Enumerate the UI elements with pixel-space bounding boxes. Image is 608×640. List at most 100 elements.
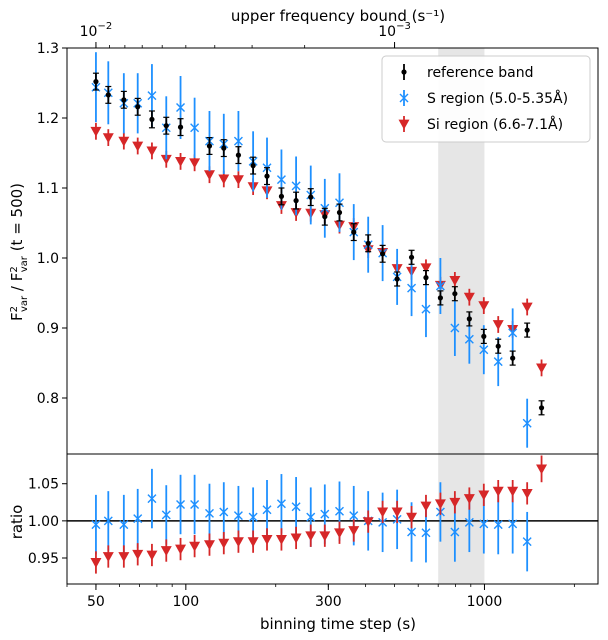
upper-reference-point-2 bbox=[121, 97, 127, 103]
upper-si-point-2 bbox=[118, 136, 130, 147]
ylabel-f1: F bbox=[8, 312, 26, 321]
ylabel-f2: F bbox=[8, 273, 26, 282]
upper-reference-point-18 bbox=[351, 229, 357, 235]
upper-s-point-25-stroke-b bbox=[450, 323, 460, 333]
upper-s-point-24 bbox=[435, 281, 445, 291]
upper-si-point-28 bbox=[492, 320, 504, 330]
upper-reference-point-22 bbox=[408, 254, 415, 260]
upper-si-point-1 bbox=[102, 133, 114, 144]
ratio-si-point-18 bbox=[348, 526, 360, 537]
ylabel-sup1: 2 bbox=[9, 306, 20, 312]
ratio-s-point-28-stroke-b bbox=[493, 520, 503, 530]
ratio-s-point-7 bbox=[190, 500, 200, 510]
upper-s-point-23-stroke-b bbox=[421, 304, 431, 314]
top-tick-label-1: 10−3 bbox=[378, 21, 411, 40]
ratio-s-point-17-stroke-b bbox=[334, 506, 344, 516]
upper-s-point-26-stroke-b bbox=[464, 334, 474, 344]
upper-reference-point-4 bbox=[149, 116, 155, 122]
ratio-si-point-4 bbox=[146, 550, 158, 561]
ratio-s-point-1-stroke-b bbox=[103, 516, 113, 526]
ratio-si-point-27 bbox=[478, 490, 490, 501]
legend-label-2: Si region (6.6-7.1Å) bbox=[427, 116, 563, 133]
upper-y-tick-label-1: 0.9 bbox=[37, 321, 59, 337]
ratio-s-point-23 bbox=[421, 528, 431, 538]
upper-reference-point-11 bbox=[250, 163, 256, 169]
legend-marker-1 bbox=[399, 93, 409, 103]
x-tick-label-1: 100 bbox=[172, 594, 199, 610]
ratio-s-point-14 bbox=[291, 502, 301, 512]
top-tick-label-base-1: 10 bbox=[378, 24, 396, 40]
ratio-s-point-6-stroke-b bbox=[176, 500, 186, 510]
upper-reference-point-21 bbox=[394, 276, 400, 282]
upper-si-point-30 bbox=[521, 302, 533, 313]
upper-s-point-22 bbox=[407, 283, 417, 293]
ratio-s-point-17 bbox=[334, 506, 344, 516]
upper-si-point-9 bbox=[218, 174, 230, 185]
ratio-s-point-8-stroke-b bbox=[204, 508, 214, 518]
ratio-s-point-6 bbox=[176, 500, 186, 510]
ratio-s-point-5-stroke-b bbox=[161, 510, 171, 520]
upper-s-point-6-stroke-b bbox=[176, 103, 186, 112]
ratio-s-point-25 bbox=[450, 527, 460, 537]
ratio-s-point-23-stroke-b bbox=[421, 528, 431, 538]
top-axis-label: upper frequency bound (s⁻¹) bbox=[231, 7, 445, 25]
ratio-s-point-10 bbox=[233, 511, 243, 521]
ratio-si-point-2 bbox=[118, 552, 130, 563]
upper-y-tick-label-5: 1.3 bbox=[37, 41, 59, 57]
upper-si-point-23 bbox=[420, 263, 432, 274]
upper-reference-point-13 bbox=[278, 193, 285, 199]
lower-y-tick-label-1: 1.00 bbox=[28, 514, 59, 530]
ratio-s-point-28 bbox=[493, 520, 503, 530]
x-tick-label-0: 50 bbox=[87, 594, 105, 610]
upper-y-tick-label-0: 0.8 bbox=[37, 391, 59, 407]
ratio-s-point-8 bbox=[204, 508, 214, 518]
ratio-s-point-15 bbox=[306, 512, 316, 522]
ratio-s-point-30 bbox=[522, 537, 532, 547]
upper-s-point-30 bbox=[522, 418, 532, 428]
upper-reference-point-25 bbox=[452, 291, 458, 297]
ratio-s-point-4-stroke-b bbox=[147, 494, 157, 504]
upper-reference-point-0 bbox=[93, 79, 99, 85]
ylabel-sub2: var bbox=[19, 255, 30, 272]
upper-si-point-10 bbox=[232, 175, 244, 186]
upper-reference-point-17 bbox=[336, 209, 343, 216]
ratio-s-point-12-stroke-b bbox=[262, 505, 272, 515]
ratio-si-point-9 bbox=[218, 538, 230, 549]
ratio-s-point-13 bbox=[276, 499, 286, 509]
upper-reference-point-26 bbox=[466, 316, 472, 322]
upper-s-point-14 bbox=[291, 181, 301, 191]
x-tick-label-2: 300 bbox=[315, 594, 342, 610]
ratio-s-point-26 bbox=[464, 517, 474, 527]
ratio-si-point-30 bbox=[521, 488, 533, 499]
upper-reference-point-8 bbox=[206, 143, 213, 149]
upper-s-point-27-stroke-b bbox=[479, 345, 489, 355]
ratio-si-point-29 bbox=[507, 486, 519, 497]
ratio-si-point-22 bbox=[406, 512, 418, 523]
ratio-s-point-4 bbox=[147, 494, 157, 504]
upper-reference-point-28 bbox=[495, 343, 501, 349]
upper-si-point-6 bbox=[175, 157, 187, 167]
ratio-si-point-17 bbox=[333, 528, 345, 539]
upper-reference-point-16 bbox=[322, 214, 328, 220]
ratio-s-point-18-stroke-b bbox=[349, 511, 359, 521]
upper-reference-point-31 bbox=[538, 405, 545, 411]
upper-si-point-27 bbox=[478, 301, 490, 312]
ratio-s-point-2-stroke-b bbox=[119, 520, 129, 530]
ratio-si-point-23 bbox=[420, 501, 432, 512]
upper-si-point-8 bbox=[203, 170, 215, 181]
ratio-s-point-9 bbox=[219, 507, 229, 517]
ratio-s-point-16-stroke-b bbox=[320, 509, 330, 519]
ylabel-sep: / bbox=[8, 281, 26, 296]
ratio-si-point-8 bbox=[203, 540, 215, 551]
upper-s-point-28-stroke-b bbox=[493, 357, 503, 367]
upper-s-point-10-stroke-b bbox=[233, 136, 243, 146]
ratio-si-point-6 bbox=[175, 544, 187, 555]
upper-reference-point-19 bbox=[365, 240, 371, 246]
ratio-s-point-0 bbox=[91, 520, 101, 530]
ratio-si-point-0 bbox=[90, 558, 102, 568]
upper-s-point-10 bbox=[233, 136, 243, 146]
top-tick-label-0: 10−2 bbox=[80, 21, 113, 40]
ratio-si-point-16 bbox=[319, 531, 331, 542]
upper-reference-point-10 bbox=[235, 152, 242, 158]
ratio-s-point-9-stroke-b bbox=[219, 507, 229, 517]
